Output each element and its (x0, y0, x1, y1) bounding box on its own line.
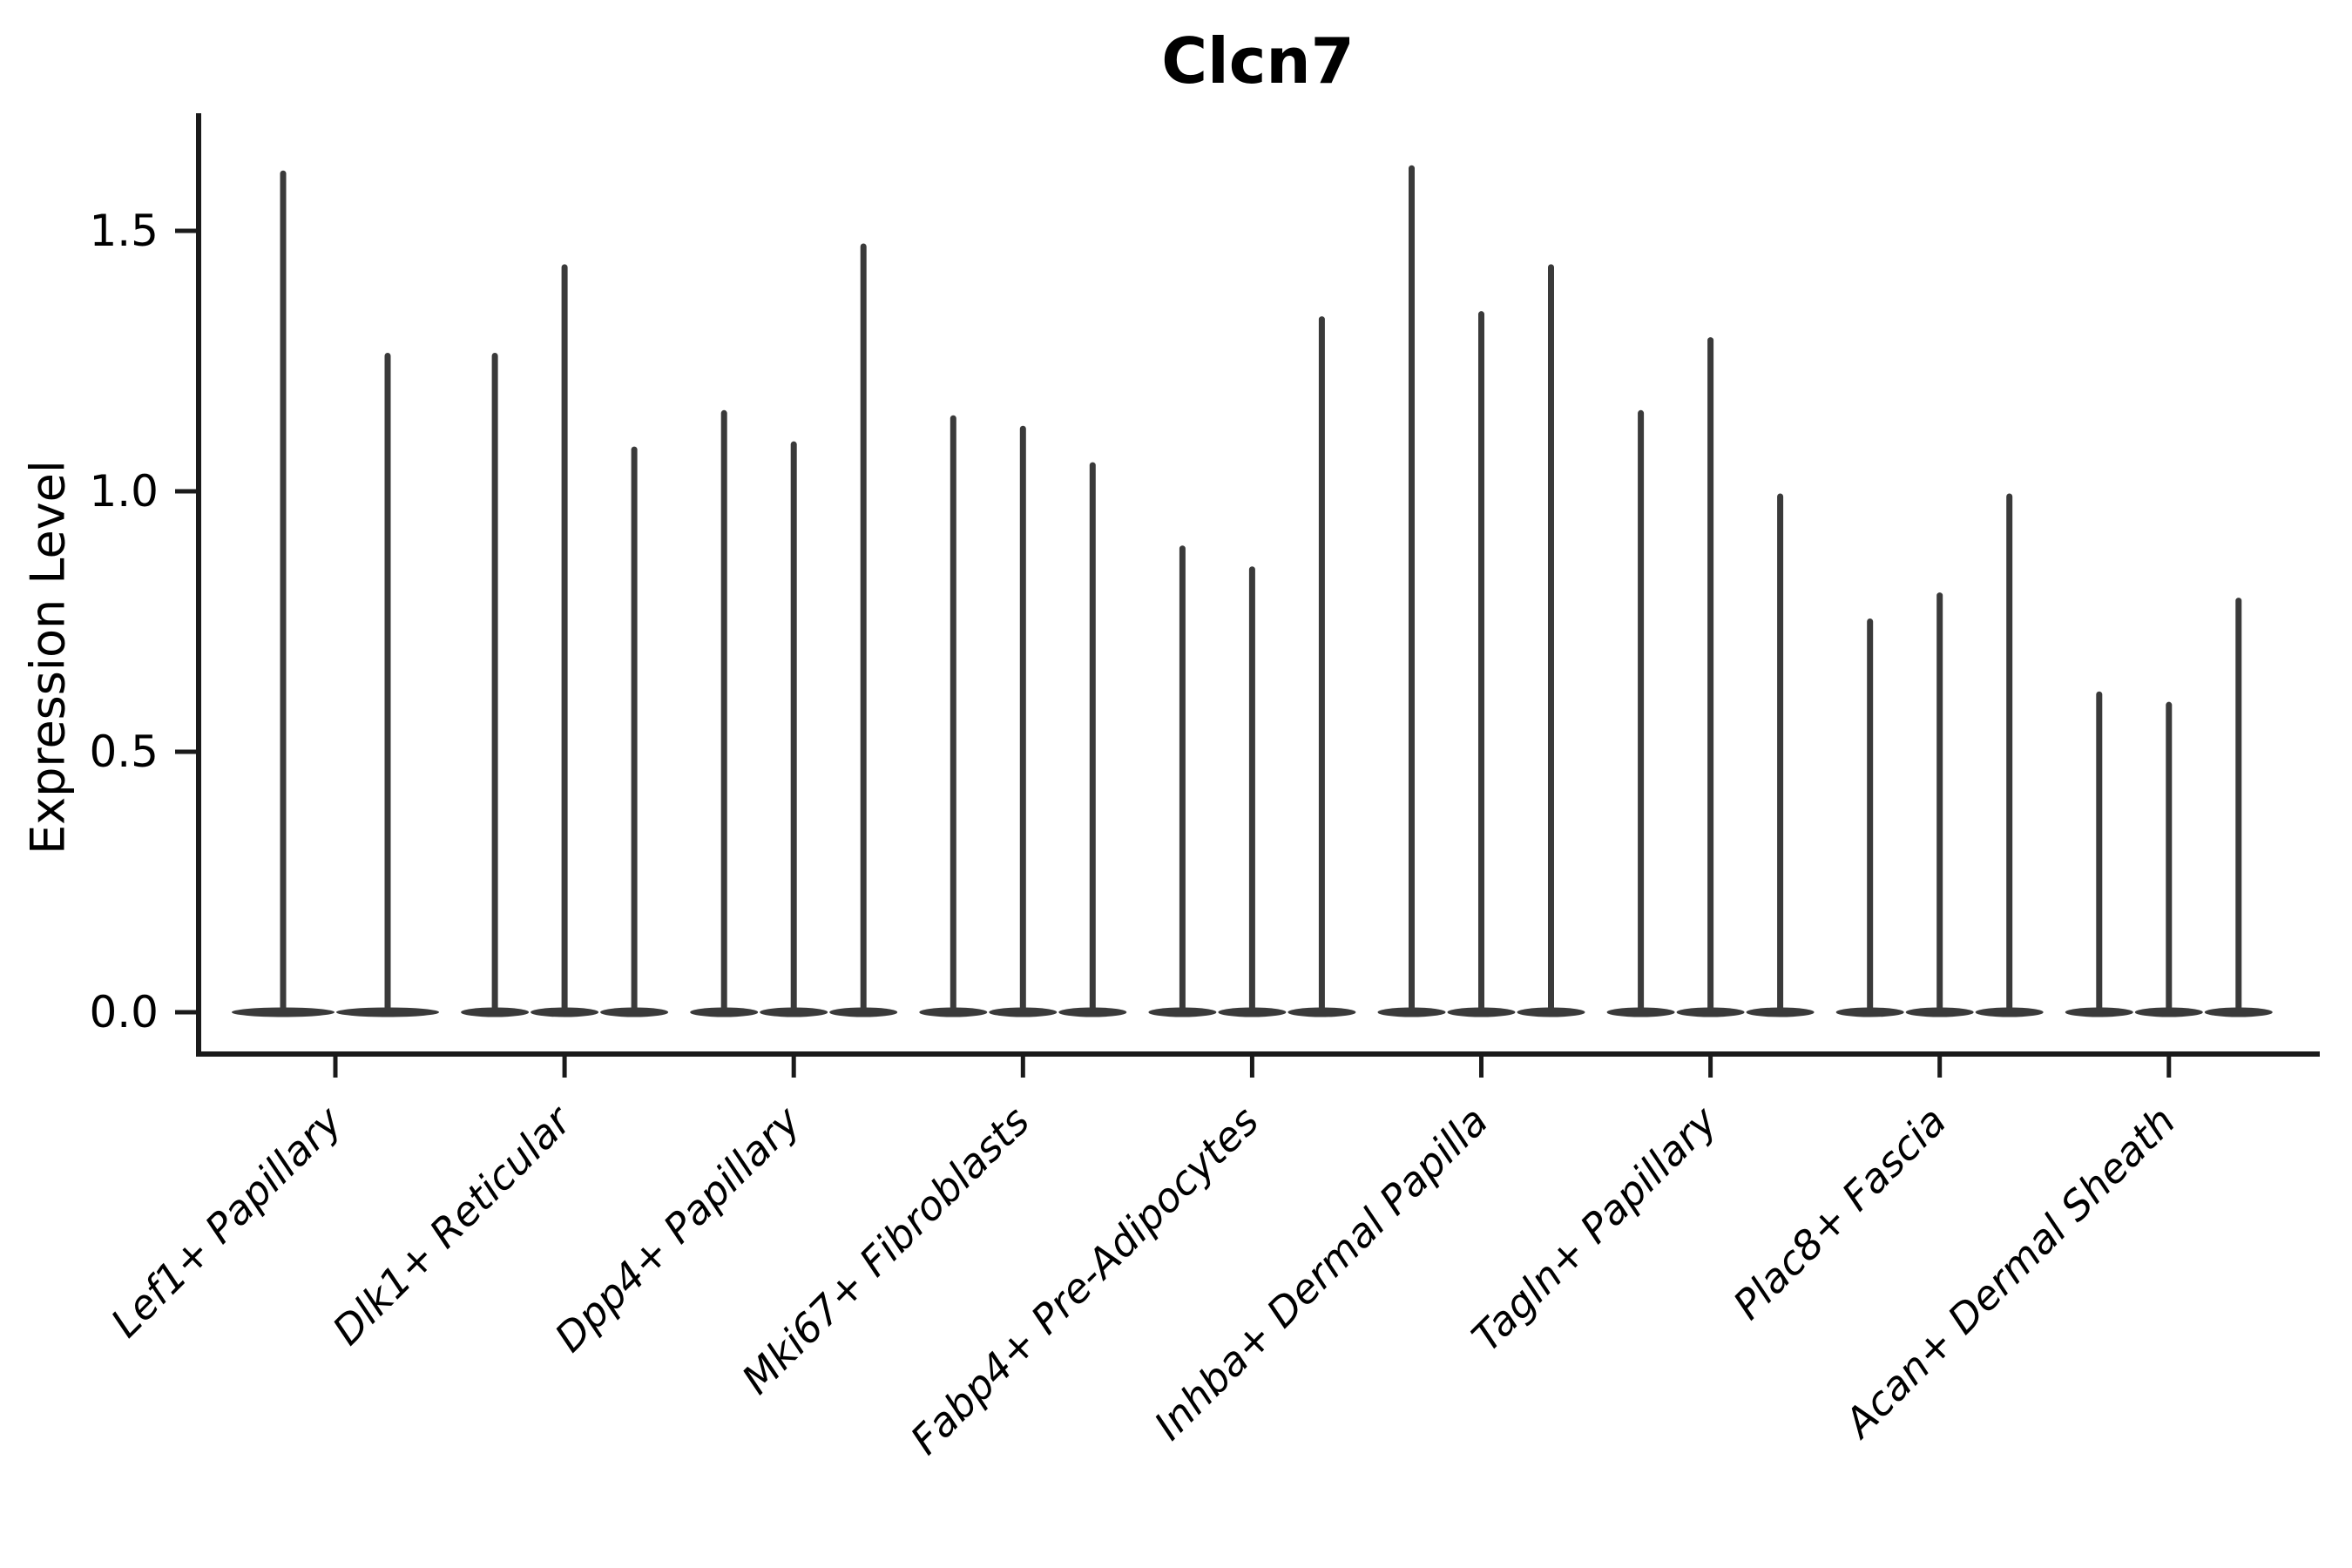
x-tick-mark (333, 1057, 338, 1078)
x-tick-label: Dlk1+ Reticular (323, 1095, 582, 1354)
x-tick-label: Tagln+ Papillary (1463, 1097, 1727, 1361)
x-tick-mark (791, 1057, 796, 1078)
y-tick-mark (175, 749, 196, 754)
y-tick-mark (175, 1010, 196, 1015)
x-axis-spine (196, 1051, 2320, 1057)
x-tick-mark (1708, 1057, 1713, 1078)
y-tick-label: 0.0 (89, 987, 159, 1037)
y-tick-label: 1.5 (89, 206, 159, 256)
x-tick-mark (1479, 1057, 1484, 1078)
x-tick-label: Plac8+ Fascia (1724, 1098, 1955, 1328)
x-tick-mark (1937, 1057, 1943, 1078)
y-axis-spine (196, 113, 201, 1057)
y-tick-label: 1.0 (89, 466, 159, 517)
chart-title: Clcn7 (1161, 24, 1355, 98)
x-tick-mark (2166, 1057, 2172, 1078)
y-tick-mark (175, 489, 196, 494)
x-tick-mark (1249, 1057, 1254, 1078)
y-tick-mark (175, 228, 196, 233)
x-tick-mark (1020, 1057, 1025, 1078)
x-tick-mark (562, 1057, 567, 1078)
x-tick-label: Lef1+ Papillary (102, 1097, 351, 1346)
y-tick-label: 0.5 (89, 727, 159, 777)
x-tick-label: Dpp4+ Papillary (545, 1097, 809, 1361)
